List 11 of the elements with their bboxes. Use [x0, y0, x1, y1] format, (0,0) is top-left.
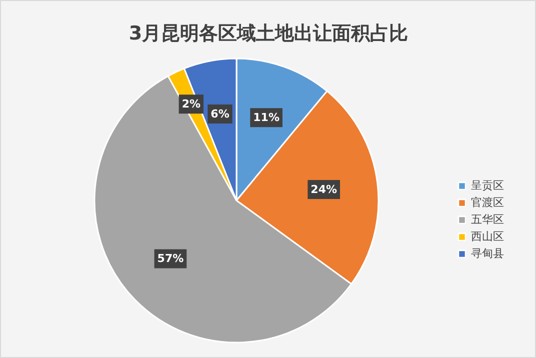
data-label: 6%	[210, 108, 230, 121]
legend-label: 官渡区	[471, 195, 504, 210]
data-label: 2%	[182, 98, 201, 111]
data-label: 11%	[253, 111, 280, 124]
legend-label: 五华区	[471, 212, 504, 227]
legend-label: 寻甸县	[471, 246, 504, 261]
data-label: 57%	[157, 252, 184, 266]
chart-title: 3月昆明各区域土地出让面积占比	[128, 22, 408, 44]
legend-label: 西山区	[471, 229, 504, 244]
data-label: 24%	[310, 182, 338, 196]
legend-label: 呈贡区	[471, 178, 504, 193]
